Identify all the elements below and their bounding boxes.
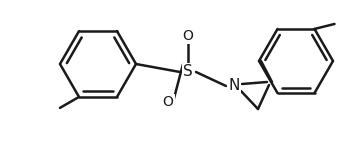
Text: O: O bbox=[183, 29, 193, 43]
Text: N: N bbox=[228, 78, 240, 93]
Text: S: S bbox=[183, 65, 193, 79]
Text: O: O bbox=[163, 95, 174, 109]
